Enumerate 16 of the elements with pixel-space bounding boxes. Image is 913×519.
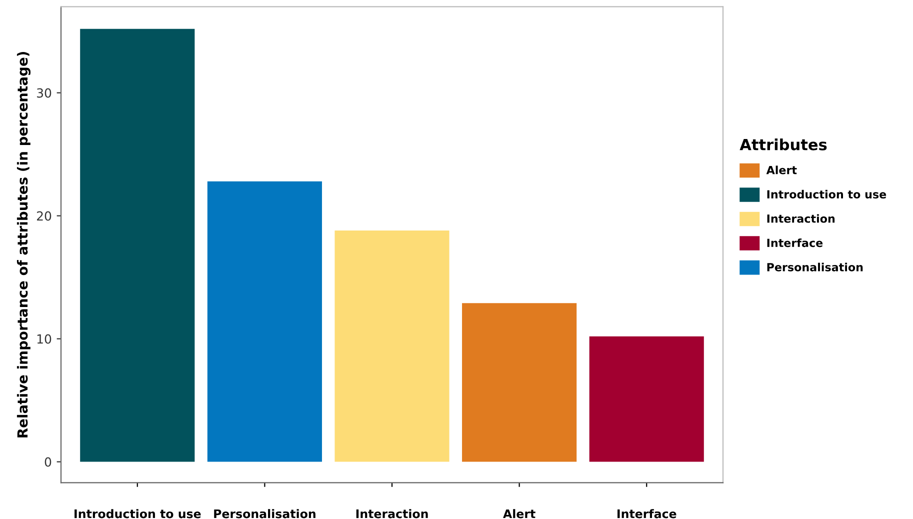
x-tick-label: Interface <box>618 509 676 518</box>
x-tick-label: Interaction <box>356 509 428 518</box>
x-tick-label: Introduction to use <box>74 509 201 518</box>
legend-label: Personalisation <box>767 262 863 272</box>
legend-label: Alert <box>766 166 797 174</box>
legend-label: Interface <box>767 238 823 248</box>
y-axis-title: Relative importance of attributes (in percentage) <box>16 52 31 438</box>
x-tick-label: Personalisation <box>214 509 316 518</box>
x-tick-label: Alert <box>503 509 536 518</box>
y-tick-label: 10 <box>37 334 52 344</box>
y-tick-label: 0 <box>44 457 52 467</box>
y-tick-label: 30 <box>37 88 52 98</box>
legend-title: Attributes <box>740 138 827 150</box>
legend-label: Interaction <box>767 214 835 223</box>
y-tick-label: 20 <box>36 211 52 221</box>
legend-label: Introduction to use <box>767 190 886 199</box>
